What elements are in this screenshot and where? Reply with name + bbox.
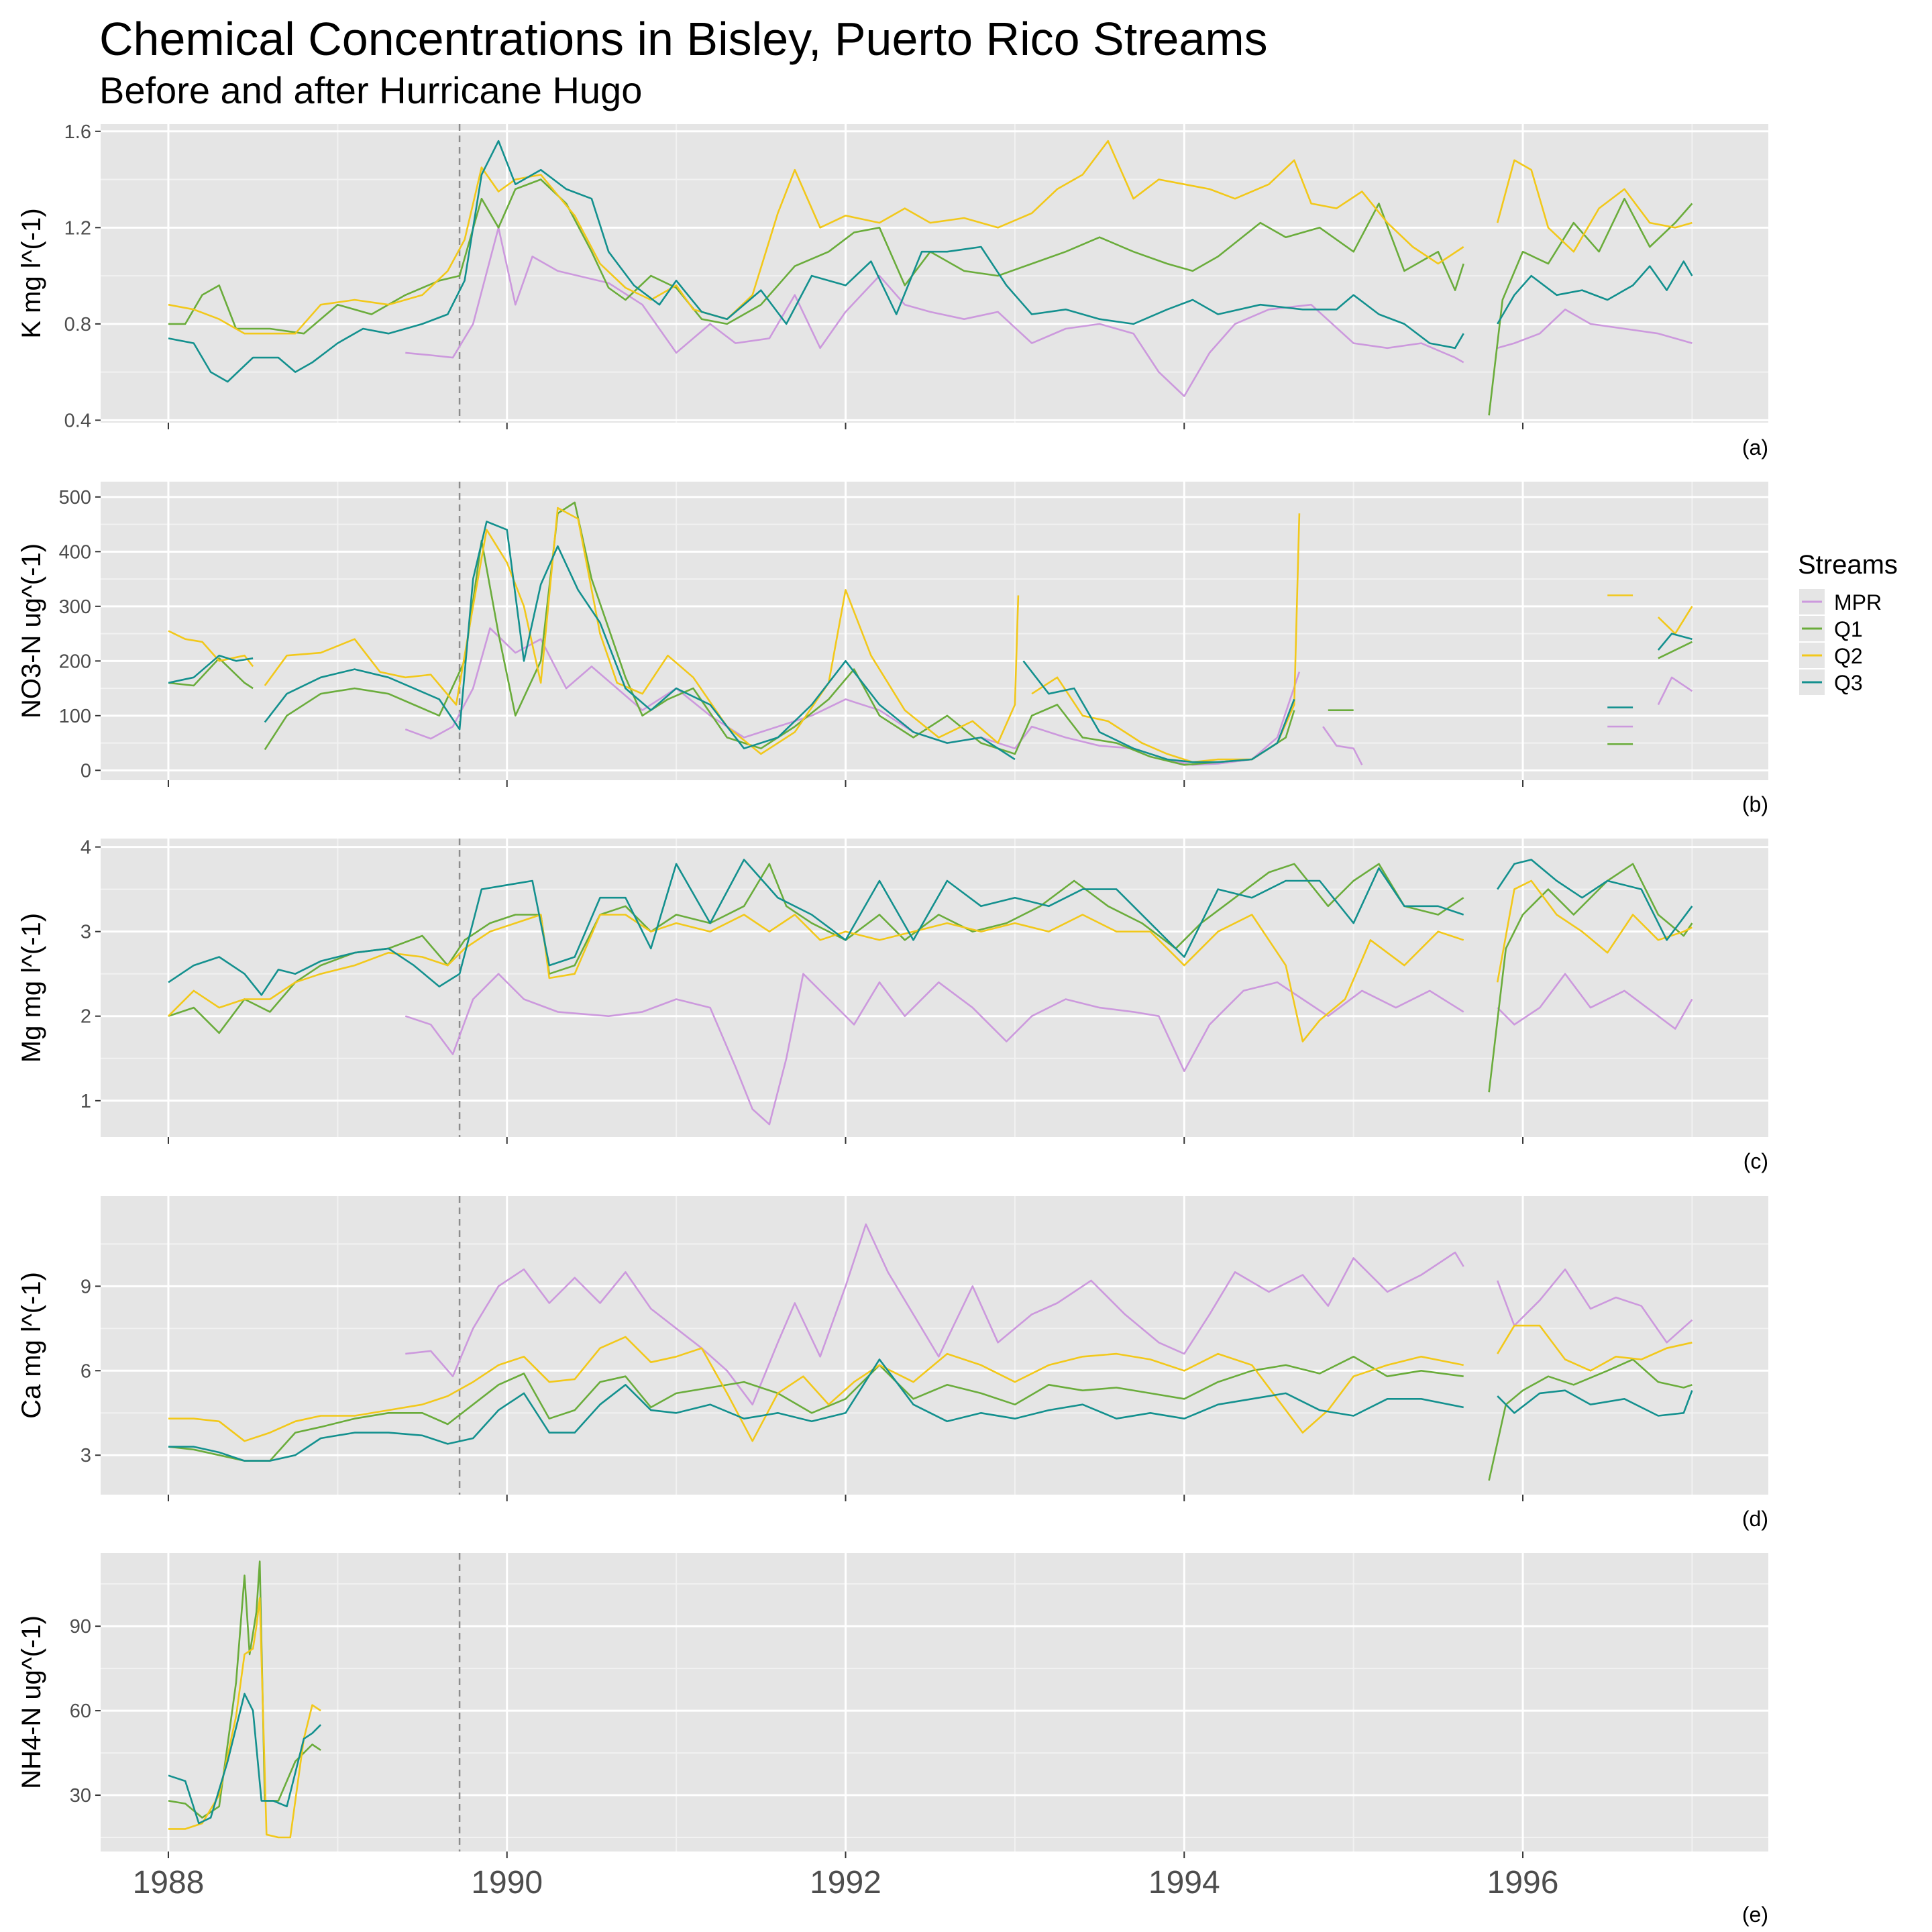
series-line-q2 bbox=[1657, 606, 1693, 635]
series-line-mpr bbox=[1322, 726, 1363, 765]
series-line-q2 bbox=[168, 1597, 321, 1839]
y-axis-label: K mg l^(-1) bbox=[17, 208, 46, 338]
y-axis-label: Ca mg l^(-1) bbox=[17, 1272, 46, 1419]
y-tick-label: 1.6 bbox=[64, 121, 91, 143]
panel-tag: (a) bbox=[1742, 435, 1768, 460]
panel-tag: (d) bbox=[1742, 1507, 1768, 1531]
panel-3: 1 2 3 4 Mg mg l^(-1) (c) bbox=[17, 837, 1768, 1173]
legend: Streams MPR Q1 Q2 Q3 bbox=[1798, 550, 1898, 695]
panel-background bbox=[101, 1196, 1768, 1495]
y-tick-label: 200 bbox=[59, 651, 91, 672]
y-tick-label: 1.2 bbox=[64, 217, 91, 239]
y-tick-label: 0.8 bbox=[64, 314, 91, 335]
series-line-q1 bbox=[168, 1560, 321, 1819]
series-line-q3 bbox=[1497, 260, 1693, 325]
y-tick-label: 9 bbox=[80, 1276, 91, 1297]
panels: 0.4 0.8 1.2 1.6 K mg l^(-1) (a) 0 100 200 300 400 5… bbox=[17, 121, 1768, 1927]
panel-2: 0 100 200 300 400 500 NO3-N ug^(-1) (b) bbox=[17, 482, 1768, 816]
series-line-mpr bbox=[1497, 309, 1693, 350]
series-line-q1 bbox=[168, 178, 1464, 335]
series-line-q3 bbox=[168, 1358, 1464, 1462]
series-line-q3 bbox=[168, 859, 1464, 996]
series-line-q1 bbox=[264, 501, 1295, 766]
y-tick-label: 1 bbox=[80, 1091, 91, 1112]
y-axis-label: NH4-N ug^(-1) bbox=[17, 1615, 46, 1789]
panel-1: 0.4 0.8 1.2 1.6 K mg l^(-1) (a) bbox=[17, 121, 1768, 460]
series-line-mpr bbox=[405, 1223, 1464, 1405]
series-line-q2 bbox=[168, 1336, 1464, 1442]
series-line-q1 bbox=[1658, 641, 1693, 659]
series-line-q3 bbox=[1657, 633, 1693, 651]
series-line-q3 bbox=[168, 140, 1464, 383]
y-tick-label: 0.4 bbox=[64, 410, 91, 431]
legend-label-q2: Q2 bbox=[1834, 644, 1863, 668]
panel-tag: (c) bbox=[1743, 1149, 1768, 1173]
series-line-q3 bbox=[168, 1693, 322, 1825]
legend-keys: MPR Q1 Q2 Q3 bbox=[1799, 589, 1882, 695]
panel-tag: (b) bbox=[1742, 792, 1768, 816]
series-line-mpr bbox=[1496, 1268, 1693, 1344]
series-line-mpr bbox=[405, 227, 1464, 397]
series-line-q2 bbox=[168, 630, 254, 667]
y-tick-label: 6 bbox=[80, 1360, 91, 1382]
y-tick-label: 60 bbox=[70, 1701, 91, 1722]
y-tick-label: 300 bbox=[59, 596, 91, 618]
series-line-q3 bbox=[264, 521, 1016, 761]
panel-background bbox=[101, 124, 1768, 423]
x-tick-label: 1992 bbox=[810, 1865, 881, 1900]
series-line-q3 bbox=[168, 654, 254, 684]
y-tick-label: 500 bbox=[59, 487, 91, 508]
legend-label-q1: Q1 bbox=[1834, 617, 1863, 641]
legend-label-mpr: MPR bbox=[1834, 590, 1882, 614]
series-line-q2 bbox=[1497, 1324, 1693, 1372]
y-tick-label: 2 bbox=[80, 1006, 91, 1028]
y-tick-label: 90 bbox=[70, 1616, 91, 1638]
series-line-q1 bbox=[168, 657, 254, 690]
series-line-q3 bbox=[1497, 859, 1693, 941]
y-tick-label: 3 bbox=[80, 922, 91, 943]
y-tick-label: 400 bbox=[59, 541, 91, 563]
panel-background bbox=[101, 839, 1768, 1137]
panel-background bbox=[101, 1553, 1768, 1851]
panel-4: 3 6 9 Ca mg l^(-1) (d) bbox=[17, 1196, 1768, 1531]
panel-tag: (e) bbox=[1742, 1902, 1768, 1927]
series-line-q1 bbox=[1488, 197, 1693, 416]
y-tick-label: 0 bbox=[80, 760, 91, 782]
x-tick-label: 1990 bbox=[471, 1865, 543, 1900]
panel-5: 30 60 90 NH4-N ug^(-1) (e) bbox=[17, 1553, 1768, 1927]
series-line-q1 bbox=[168, 1356, 1464, 1462]
y-tick-label: 3 bbox=[80, 1445, 91, 1466]
series-line-q2 bbox=[1496, 159, 1693, 253]
series-line-q2 bbox=[168, 914, 1464, 1042]
panel-background bbox=[101, 482, 1768, 780]
series-line-q1 bbox=[1488, 1358, 1693, 1481]
series-line-q2 bbox=[264, 506, 1020, 755]
y-axis-label: Mg mg l^(-1) bbox=[17, 913, 46, 1063]
series-line-mpr bbox=[405, 973, 1464, 1126]
series-line-q3 bbox=[1022, 660, 1295, 763]
legend-title: Streams bbox=[1798, 550, 1898, 580]
series-line-q1 bbox=[1488, 863, 1693, 1093]
chart-title: Chemical Concentrations in Bisley, Puert… bbox=[99, 13, 1268, 65]
series-line-mpr bbox=[1657, 676, 1693, 706]
series-line-mpr bbox=[1497, 973, 1693, 1030]
x-tick-label: 1996 bbox=[1487, 1865, 1559, 1900]
series-line-q3 bbox=[1497, 1389, 1693, 1417]
x-tick-label: 1988 bbox=[133, 1865, 205, 1900]
y-axis-label: NO3-N ug^(-1) bbox=[17, 543, 46, 718]
y-tick-label: 4 bbox=[80, 837, 91, 859]
series-line-q2 bbox=[168, 140, 1464, 335]
y-tick-label: 100 bbox=[59, 706, 91, 727]
y-tick-label: 30 bbox=[70, 1785, 91, 1807]
legend-label-q3: Q3 bbox=[1834, 671, 1863, 695]
x-tick-label: 1994 bbox=[1148, 1865, 1220, 1900]
chart-subtitle: Before and after Hurricane Hugo bbox=[99, 69, 643, 111]
